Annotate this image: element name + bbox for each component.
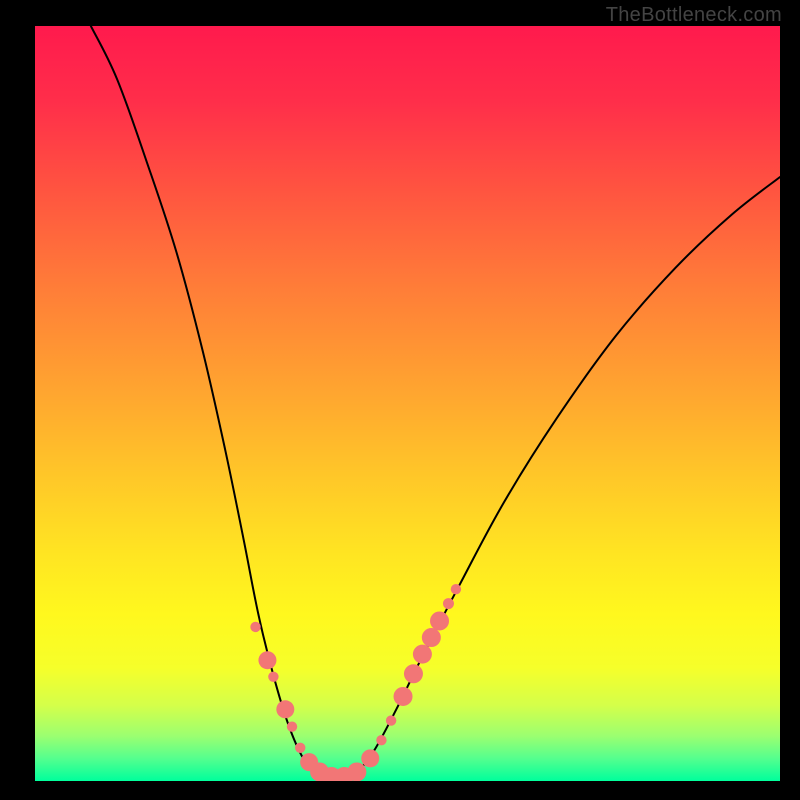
- marker-point: [394, 687, 413, 706]
- marker-point: [295, 743, 305, 753]
- chart-root: TheBottleneck.com: [0, 0, 800, 800]
- marker-point: [250, 622, 260, 632]
- marker-point: [443, 598, 454, 609]
- plot-area: [35, 26, 780, 781]
- v-curve-line: [91, 26, 780, 780]
- marker-point: [361, 749, 379, 767]
- marker-points: [250, 584, 461, 781]
- marker-point: [430, 611, 449, 630]
- marker-point: [347, 762, 366, 781]
- marker-point: [276, 700, 294, 718]
- marker-point: [376, 735, 386, 745]
- marker-point: [413, 645, 432, 664]
- marker-point: [258, 651, 276, 669]
- marker-point: [404, 664, 423, 683]
- marker-point: [268, 672, 278, 682]
- marker-point: [287, 721, 297, 731]
- watermark-text: TheBottleneck.com: [606, 4, 782, 27]
- marker-point: [386, 715, 396, 725]
- marker-point: [451, 584, 461, 594]
- curve-layer: [35, 26, 780, 781]
- marker-point: [422, 628, 441, 647]
